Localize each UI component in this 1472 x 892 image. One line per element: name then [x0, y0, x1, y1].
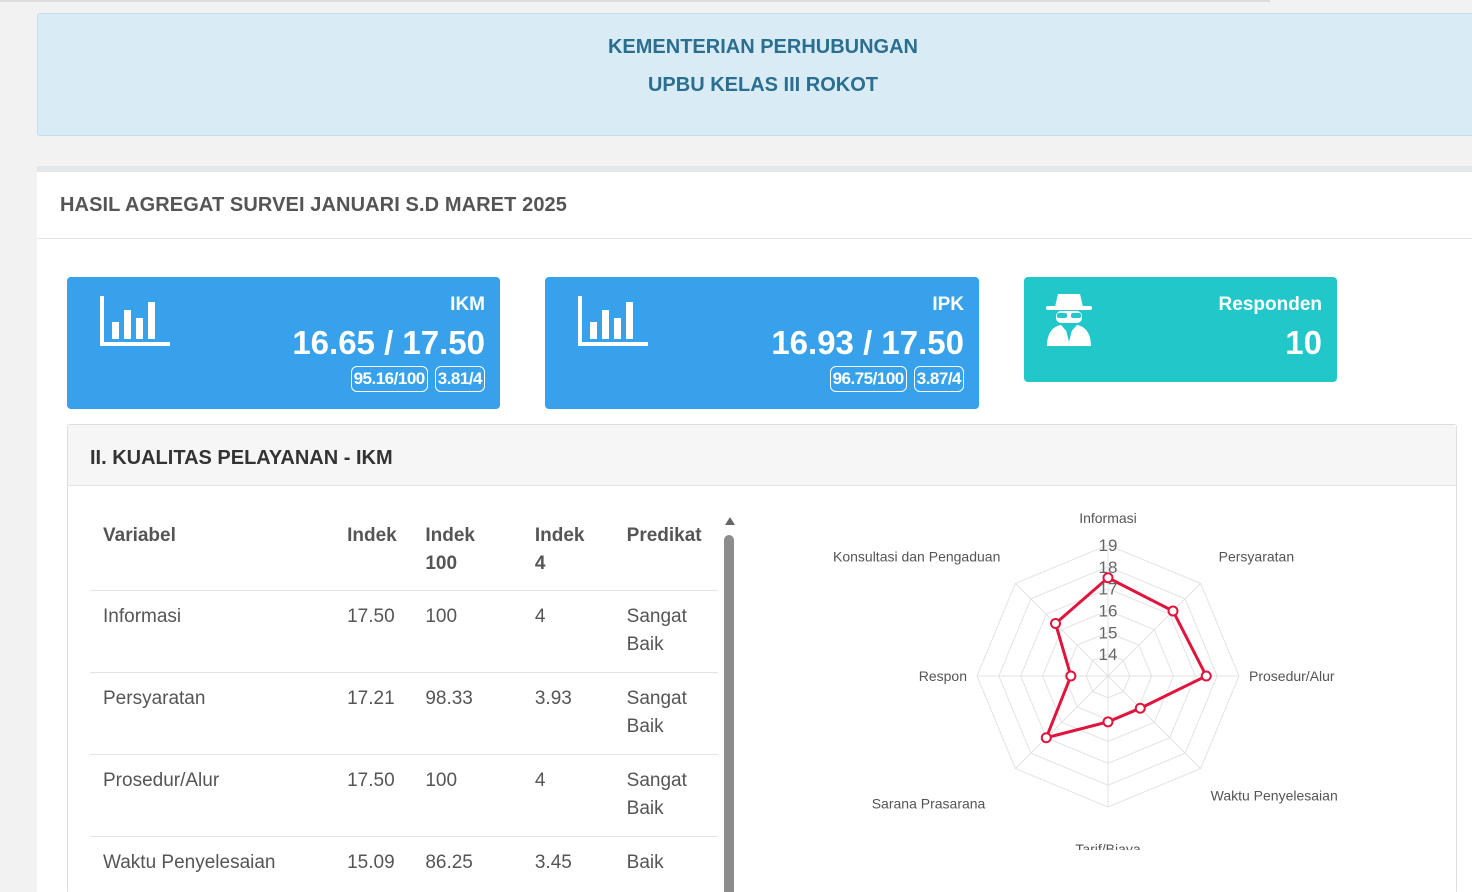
radar-tick-label: 18 [1099, 558, 1118, 577]
table-cell: 100 [412, 754, 522, 837]
col-predikat[interactable]: Predikat [626, 525, 702, 546]
radar-tick-label: 14 [1099, 645, 1118, 664]
responden-card[interactable]: Responden 10 [1024, 277, 1337, 382]
top-border [0, 0, 1270, 2]
radar-axis-label: Prosedur/Alur [1249, 668, 1335, 684]
table-cell: Persyaratan [90, 672, 335, 755]
bar-chart-icon [578, 296, 648, 353]
table-row: Persyaratan 17.21 98.33 3.93 Sangat Baik [90, 672, 718, 755]
card-label: IKM [450, 294, 485, 315]
radar-tick-label: 19 [1099, 536, 1118, 555]
radar-axis-label: Respon [919, 668, 967, 684]
user-secret-icon [1044, 290, 1094, 353]
radar-point [1102, 716, 1114, 728]
card-label: IPK [932, 294, 964, 315]
card-label: Responden [1218, 294, 1322, 315]
scroll-thumb[interactable] [724, 535, 734, 892]
table-cell: 86.25 [412, 836, 522, 890]
table-cell: 17.50 [334, 590, 413, 673]
badge-index4: 3.87/4 [913, 366, 964, 392]
radar-spoke [1015, 583, 1109, 677]
radar-axis-label: Waktu Penyelesaian [1211, 788, 1338, 804]
bar-chart-icon [100, 296, 170, 353]
table-cell: 17.50 [334, 754, 413, 837]
radar-point [1200, 670, 1212, 682]
divider [37, 238, 1472, 239]
header-line2: UPBU KELAS III ROKOT [647, 74, 878, 96]
radar-point [1050, 618, 1062, 630]
badge-index100: 95.16/100 [350, 366, 428, 392]
header-line1: KEMENTERIAN PERHUBUNGAN [607, 36, 918, 58]
radar-spoke [1107, 675, 1201, 769]
radar-spoke [1015, 675, 1109, 769]
table-cell: 3.93 [521, 672, 614, 755]
table-cell: Baik [613, 836, 718, 890]
table-cell: Sangat Baik [613, 754, 718, 837]
badge-index4: 3.81/4 [434, 366, 485, 392]
section-title: II. KUALITAS PELAYANAN - IKM [90, 447, 393, 469]
table-scrollbar[interactable] [722, 513, 736, 892]
table-cell: 17.21 [334, 672, 413, 755]
col-indek100-label: Indek 100 [425, 525, 475, 574]
radar-spoke [1107, 583, 1201, 677]
table-cell: Sangat Baik [613, 590, 718, 673]
ikm-section: II. KUALITAS PELAYANAN - IKM Variabel In… [67, 424, 1457, 892]
ipk-card[interactable]: IPK 16.93 / 17.50 96.75/100 3.87/4 [545, 277, 979, 409]
table-row: Prosedur/Alur 17.50 100 4 Sangat Baik [90, 754, 718, 837]
col-indek100[interactable]: Indek 100 [412, 510, 522, 591]
ikm-card[interactable]: IKM 16.65 / 17.50 95.16/100 3.81/4 [67, 277, 500, 409]
table-cell: 4 [521, 754, 614, 837]
radar-point [1134, 702, 1146, 714]
radar-point [1167, 605, 1179, 617]
header-banner: KEMENTERIAN PERHUBUNGAN UPBU KELAS III R… [37, 13, 1472, 136]
panel-title: HASIL AGREGAT SURVEI JANUARI S.D MARET 2… [60, 194, 567, 216]
radar-axis-label: Sarana Prasarana [872, 796, 986, 812]
col-variabel[interactable]: Variabel [103, 525, 176, 546]
col-indek[interactable]: Indek [347, 525, 397, 546]
card-value: 16.65 / 17.50 [292, 324, 485, 361]
table-cell: 3.45 [521, 836, 614, 890]
radar-point [1065, 670, 1077, 682]
ikm-table: Variabel Indek Indek 100 Indek 4 Predika… [90, 510, 718, 890]
card-value: 10 [1285, 324, 1322, 361]
section-header: II. KUALITAS PELAYANAN - IKM [68, 425, 1456, 486]
scroll-up-icon[interactable] [725, 517, 735, 525]
radar-axis-label: Informasi [1079, 510, 1137, 526]
table-row: Informasi 17.50 100 4 Sangat Baik [90, 590, 718, 673]
radar-axis-label: Tarif/Biaya [1075, 841, 1141, 850]
radar-point [1102, 572, 1114, 584]
card-value: 16.93 / 17.50 [771, 324, 964, 361]
table-cell: 100 [412, 590, 522, 673]
table-cell: Informasi [90, 590, 335, 673]
panel-top-bar [37, 166, 1472, 172]
radar-tick-label: 17 [1099, 580, 1118, 599]
table-row: Waktu Penyelesaian 15.09 86.25 3.45 Baik [90, 836, 718, 890]
radar-point [1040, 732, 1052, 744]
radar-tick-label: 16 [1099, 602, 1118, 621]
table-cell: Waktu Penyelesaian [90, 836, 335, 890]
radar-axis-label: Persyaratan [1219, 548, 1294, 564]
radar-chart: Informasi Persyaratan Prosedur/Alur Waktu P… [833, 510, 1338, 850]
radar-tick-label: 15 [1099, 623, 1118, 642]
table-cell: 15.09 [334, 836, 413, 890]
badge-index100: 96.75/100 [829, 366, 907, 392]
table-cell: 98.33 [412, 672, 522, 755]
col-indek4-label: Indek 4 [534, 525, 585, 574]
table-cell: 4 [521, 590, 614, 673]
table-cell: Prosedur/Alur [90, 754, 335, 837]
table-cell: Sangat Baik [613, 672, 718, 755]
radar-axis-label: Konsultasi dan Pengaduan [833, 548, 1000, 564]
col-indek4[interactable]: Indek 4 [522, 510, 614, 591]
